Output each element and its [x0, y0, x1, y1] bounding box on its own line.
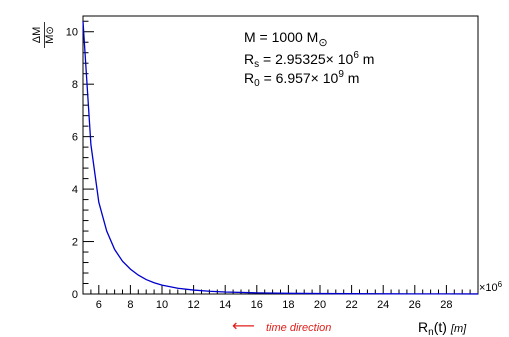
- x-tick-label: 6: [96, 299, 102, 311]
- x-tick-label: 18: [282, 299, 294, 311]
- svg-text:ΔM: ΔM: [31, 27, 43, 44]
- y-tick-label: 10: [66, 27, 78, 39]
- y-axis-label: ΔM M⊙: [31, 22, 56, 48]
- x-tick-label: 8: [127, 299, 133, 311]
- svg-text:R0 = 6.957× 109 m: R0 = 6.957× 109 m: [244, 69, 359, 89]
- x-axis-label: Rn(t) [m]: [418, 319, 467, 337]
- time-direction-arrow: ⟵: [232, 316, 255, 335]
- x-exponent-label: ×106: [479, 280, 503, 294]
- y-tick-label: 6: [72, 132, 78, 144]
- x-tick-label: 12: [187, 299, 199, 311]
- x-tick-label: 22: [345, 299, 357, 311]
- x-tick-label: 10: [156, 299, 168, 311]
- time-direction-label: time direction: [266, 322, 331, 334]
- y-tick-label: 2: [72, 237, 78, 249]
- x-tick-label: 14: [219, 299, 231, 311]
- x-tick-label: 16: [251, 299, 263, 311]
- x-tick-label: 26: [409, 299, 421, 311]
- parameter-annotation: M = 1000 M⊙ Rs = 2.95325× 106 m R0 = 6.9…: [244, 29, 374, 89]
- y-tick-label: 0: [72, 289, 78, 301]
- svg-text:M = 1000 M⊙: M = 1000 M⊙: [244, 29, 328, 49]
- x-axis-ticks: 6 8 10 12 14 16 18 20 22 24 26 28: [82, 285, 479, 311]
- series-line: [82, 21, 479, 295]
- svg-text:Rs = 2.95325× 106 m: Rs = 2.95325× 106 m: [244, 50, 374, 70]
- x-tick-label: 24: [377, 299, 389, 311]
- y-tick-label: 8: [72, 79, 78, 91]
- x-tick-label: 28: [440, 299, 452, 311]
- y-tick-label: 4: [72, 184, 78, 196]
- x-tick-label: 20: [314, 299, 326, 311]
- svg-text:M⊙: M⊙: [44, 26, 56, 44]
- y-axis-ticks: 0 2 4 6 8 10: [66, 20, 94, 301]
